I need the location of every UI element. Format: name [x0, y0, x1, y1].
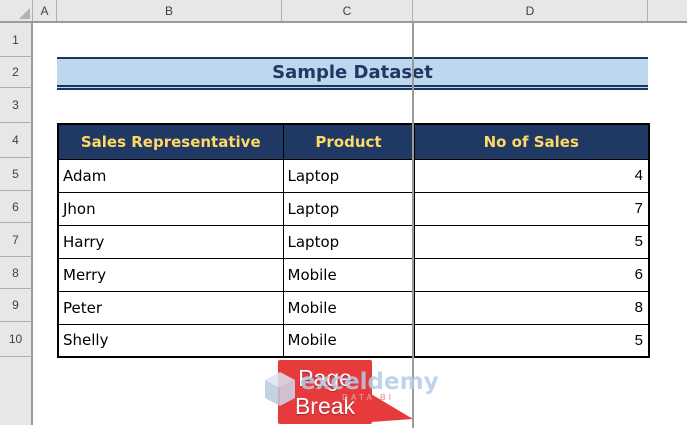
table-row: Harry Laptop 5: [57, 224, 650, 259]
cell-product[interactable]: Laptop: [282, 158, 415, 193]
column-header-e[interactable]: [648, 0, 687, 21]
table-row: Peter Mobile 8: [57, 290, 650, 325]
cell-sales[interactable]: 6: [413, 257, 650, 292]
row-header-5[interactable]: 5: [0, 158, 33, 191]
cell-product[interactable]: Mobile: [282, 257, 415, 292]
row-header-bar: 1 2 3 4 5 6 7 8 9 10: [0, 23, 33, 425]
column-header-d[interactable]: D: [413, 0, 648, 21]
page-break-callout[interactable]: Page Break: [278, 360, 372, 424]
row-header-4[interactable]: 4: [0, 123, 33, 158]
row-header-1[interactable]: 1: [0, 23, 33, 57]
table-row: Shelly Mobile 5: [57, 323, 650, 358]
cell-rep[interactable]: Adam: [57, 158, 284, 193]
row-header-7[interactable]: 7: [0, 223, 33, 257]
cell-sales[interactable]: 4: [413, 158, 650, 193]
column-header-bar: A B C D: [0, 0, 687, 23]
cell-sales[interactable]: 5: [413, 224, 650, 259]
row-header-3[interactable]: 3: [0, 88, 33, 123]
table-row: Merry Mobile 6: [57, 257, 650, 292]
page-title: Sample Dataset: [272, 61, 433, 83]
select-all-icon: [19, 8, 30, 19]
header-product[interactable]: Product: [282, 123, 415, 160]
table-header-row: Sales Representative Product No of Sales: [57, 123, 650, 160]
row-header-11[interactable]: [0, 357, 33, 425]
row-header-9[interactable]: 9: [0, 289, 33, 322]
dataset-table: Sales Representative Product No of Sales…: [57, 123, 650, 358]
page-break-line: [412, 23, 414, 428]
callout-arrow-icon: [371, 394, 413, 422]
cell-sales[interactable]: 7: [413, 191, 650, 226]
header-sales-representative[interactable]: Sales Representative: [57, 123, 284, 160]
table-row: Adam Laptop 4: [57, 158, 650, 193]
cell-rep[interactable]: Peter: [57, 290, 284, 325]
cell-product[interactable]: Laptop: [282, 224, 415, 259]
cell-rep[interactable]: Jhon: [57, 191, 284, 226]
cell-rep[interactable]: Shelly: [57, 323, 284, 358]
row-header-6[interactable]: 6: [0, 191, 33, 223]
row-header-8[interactable]: 8: [0, 257, 33, 289]
cell-product[interactable]: Mobile: [282, 323, 415, 358]
select-all-button[interactable]: [0, 0, 33, 21]
cell-sales[interactable]: 8: [413, 290, 650, 325]
callout-line1: Page: [298, 365, 352, 391]
row-header-2[interactable]: 2: [0, 57, 33, 88]
cell-rep[interactable]: Merry: [57, 257, 284, 292]
cell-product[interactable]: Laptop: [282, 191, 415, 226]
column-header-a[interactable]: A: [33, 0, 57, 21]
cell-rep[interactable]: Harry: [57, 224, 284, 259]
title-cell[interactable]: Sample Dataset: [57, 57, 648, 90]
column-header-b[interactable]: B: [57, 0, 282, 21]
table-row: Jhon Laptop 7: [57, 191, 650, 226]
column-header-c[interactable]: C: [282, 0, 413, 21]
callout-line2: Break: [294, 393, 356, 419]
cell-sales[interactable]: 5: [413, 323, 650, 358]
row-header-10[interactable]: 10: [0, 322, 33, 357]
cell-product[interactable]: Mobile: [282, 290, 415, 325]
header-no-of-sales[interactable]: No of Sales: [413, 123, 650, 160]
